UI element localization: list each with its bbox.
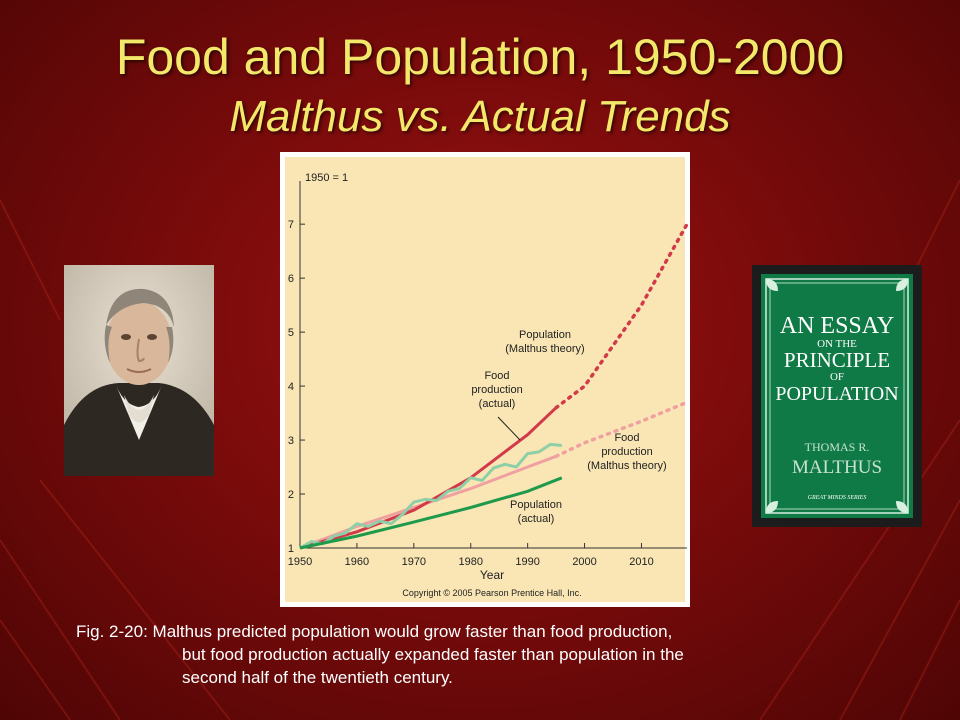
book-title-line-5: POPULATION [775, 383, 898, 405]
x-tick-label: 1960 [345, 556, 369, 568]
series-food-actual-line [299, 406, 558, 550]
caption-line-3: second half of the twentieth century. [182, 668, 453, 687]
y-tick-label: 2 [288, 489, 294, 501]
slide-subtitle: Malthus vs. Actual Trends [229, 92, 731, 141]
caption-line-1: Fig. 2-20: Malthus predicted population … [76, 622, 673, 641]
essay-book-cover: AN ESSAY ON THE PRINCIPLE OF POPULATION … [752, 265, 922, 527]
series-population-malthus-projection [554, 222, 689, 410]
chart-copyright: Copyright © 2005 Pearson Prentice Hall, … [402, 588, 581, 598]
book-title-line-4: OF [830, 371, 844, 383]
x-tick-label: 1990 [515, 556, 539, 568]
label-food-malthus: Food production (Malthus theory) [587, 432, 666, 472]
book-author-line-1: THOMAS R. [805, 440, 870, 454]
label-population-malthus: Population (Malthus theory) [505, 329, 584, 355]
x-tick-label: 1950 [288, 556, 312, 568]
book-title-line-2: ON THE [817, 338, 857, 350]
book-series: GREAT MINDS SERIES [808, 495, 867, 501]
x-tick-label: 1970 [402, 556, 426, 568]
label-food-actual-leader [497, 416, 521, 441]
y-tick-label: 5 [288, 327, 294, 339]
malthus-portrait [64, 265, 214, 476]
chart-index-note: 1950 = 1 [305, 172, 348, 184]
caption-line-2: but food production actually expanded fa… [182, 645, 684, 664]
x-tick-label: 2010 [629, 556, 653, 568]
y-tick-label: 1 [288, 543, 294, 555]
label-population-actual: Population (actual) [510, 499, 562, 525]
series-food-malthus-projection [554, 400, 689, 459]
x-tick-label: 2000 [572, 556, 596, 568]
series-population-actual-line [299, 476, 563, 550]
chart-x-axis-label: Year [480, 568, 504, 582]
y-tick-label: 4 [288, 381, 294, 393]
label-food-actual: Food production (actual) [471, 370, 522, 410]
y-tick-label: 6 [288, 273, 294, 285]
book-author-line-2: MALTHUS [792, 457, 882, 478]
y-tick-label: 3 [288, 435, 294, 447]
slide-title: Food and Population, 1950-2000 [115, 29, 845, 85]
book-title-line-3: PRINCIPLE [784, 348, 890, 372]
y-tick-label: 7 [288, 219, 294, 231]
book-title-line-1: AN ESSAY [780, 313, 894, 339]
x-tick-label: 1980 [458, 556, 482, 568]
population-food-chart: 1 2 3 4 5 6 7 1950 1960 1970 1980 1990 2000 2010 Popu… [280, 152, 690, 607]
figure-caption: Fig. 2-20: Malthus predicted population … [76, 620, 936, 689]
series-food-actual-fluctuation [299, 442, 562, 550]
